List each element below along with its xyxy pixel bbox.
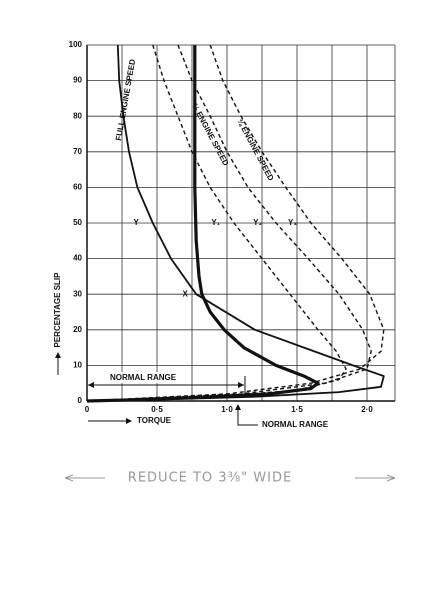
y-tick-label: 100 [69,40,83,49]
y-tick-label: 0 [78,396,83,405]
y-tick-label: 40 [73,254,82,263]
y-arrow-head [55,352,61,358]
curve [86,44,347,402]
y-tick-label: 90 [73,76,82,85]
x-axis-label: TORQUE [137,416,172,425]
range-pointer-head [235,404,241,410]
x-tick-label: 0·5 [151,405,163,414]
x-tick-label: 1·5 [291,405,303,414]
note-arrows [64,474,396,482]
range-pointer [237,405,258,426]
normal-range-top: NORMAL RANGE [110,373,177,382]
y-tick-label: 70 [73,147,82,156]
y-axis-label: PERCENTAGE SLIP [53,272,62,348]
curve [86,45,320,403]
curve [86,44,372,402]
note: REDUCE TO 3⅜" WIDE [128,471,292,486]
y-tick-label: 10 [73,361,82,370]
y-tick-label: 20 [73,325,82,334]
curve-label: Y₁ [211,218,220,227]
curves: Y X Y₁ Y₂ Y₃ [86,44,385,403]
curve-label: Y₂ [253,218,262,227]
x-tick-label: 0 [85,405,90,414]
y-tick-label: 30 [73,289,82,298]
curve-label: X [182,289,188,298]
y-tick-label: 50 [73,218,82,227]
y-tick-label: 60 [73,183,82,192]
curve-label: Y [133,218,139,227]
y-tick-label: 80 [73,111,82,120]
x-tick-label: 1·0 [221,405,233,414]
label-bg [105,372,173,383]
normal-range-bottom: NORMAL RANGE [262,420,329,429]
curve [86,44,385,402]
x-tick-label: 2·0 [361,405,373,414]
curve-label: Y₃ [288,218,297,227]
x-arrow-head [126,418,132,424]
curve [86,44,385,402]
